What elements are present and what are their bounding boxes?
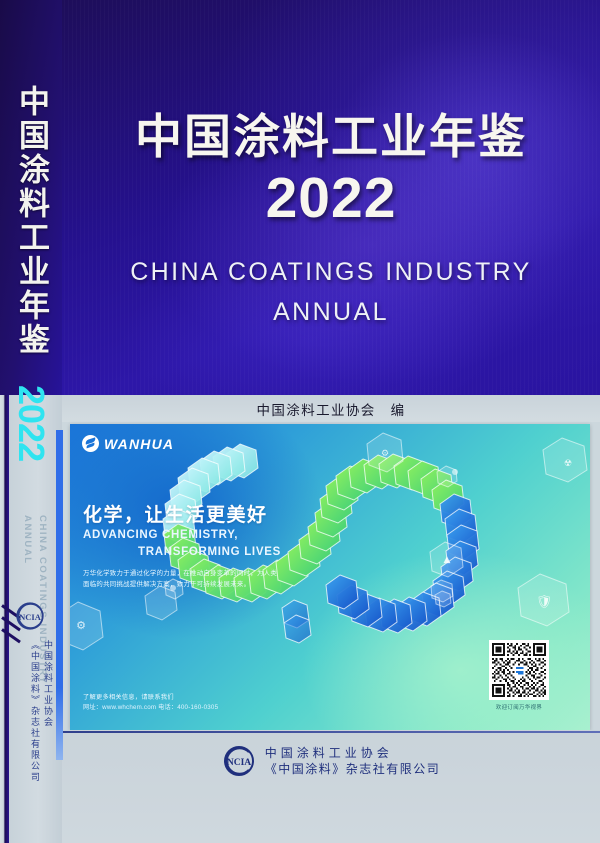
ad-headline-en-line2: TRANSFORMING LIVES <box>138 546 281 558</box>
cover-title: 中国涂料工业年鉴 <box>135 110 527 163</box>
spine-publisher-line1: 中国涂料工业协会 <box>43 640 53 728</box>
bottom-divider <box>62 731 600 733</box>
spine-publisher-block: 中国涂料工业协会 《中国涂料》杂志社有限公司 <box>8 640 54 815</box>
editor-band <box>62 395 600 422</box>
publisher-block: NCIA 中国涂料工业协会 《中国涂料》杂志社有限公司 <box>62 744 600 778</box>
ad-contact-prompt: 了解更多相关信息，请联系我们 <box>83 694 174 701</box>
book-spine: 中国涂料工业年鉴 2022 CHINA COATINGS INDUSTRY AN… <box>0 0 63 843</box>
ad-headline-en-line1: ADVANCING CHEMISTRY, <box>83 529 239 541</box>
bottom-band <box>62 730 600 843</box>
spine-subtitle-line1: CHINA COATINGS INDUSTRY <box>37 515 48 685</box>
ad-qr-block: 欢迎订阅万华视界 <box>486 640 552 711</box>
editor-credit: 中国涂料工业协会 编 <box>256 403 406 418</box>
cover-subtitle-line1: CHINA COATINGS INDUSTRY <box>130 258 532 286</box>
cover-subtitle-line2: ANNUAL <box>273 298 389 326</box>
spine-year: 2022 <box>11 385 52 462</box>
qr-code[interactable] <box>489 640 549 700</box>
svg-text:▲: ▲ <box>444 555 451 565</box>
hexagon-loop-graphic: ☢ 🛡 ⚙ ⚙ ▲ <box>70 432 588 651</box>
wanhua-wordmark: WANHUA <box>104 435 175 452</box>
spine-subtitle-line2: ANNUAL <box>22 515 33 565</box>
ncia-logo-icon: NCIA <box>223 746 254 776</box>
spine-publisher-line2: 《中国涂料》杂志社有限公司 <box>30 640 40 783</box>
cover-subtitle: CHINA COATINGS INDUSTRY ANNUAL <box>62 252 600 332</box>
wanhua-swirl-icon <box>82 435 99 452</box>
ad-contact-detail: 网址：www.whchem.com 电话：400-160-0305 <box>83 704 219 711</box>
spine-ncia-logo-text: NCIA <box>19 612 42 622</box>
publisher-line1: 中国涂料工业协会 <box>264 746 393 760</box>
qr-caption: 欢迎订阅万华视界 <box>495 705 543 711</box>
svg-text:🛡: 🛡 <box>536 594 553 610</box>
svg-text:☢: ☢ <box>564 459 572 469</box>
spine-blue-band <box>56 430 63 760</box>
cover-background <box>0 0 600 430</box>
spine-ncia-logo-icon: NCIA <box>16 602 44 630</box>
svg-text:⚙: ⚙ <box>381 449 389 459</box>
cover-year: 2022 <box>265 166 397 230</box>
spine-dark-section <box>0 0 62 395</box>
spine-title: 中国涂料工业年鉴 <box>14 85 49 357</box>
ad-contact-block: 了解更多相关信息，请联系我们 网址：www.whchem.com 电话：400-… <box>83 693 313 713</box>
ncia-logo-text: NCIA <box>227 758 251 768</box>
wanhua-advertisement: ☢ 🛡 ⚙ ⚙ ▲ WANHUA 化学，让生活更美好 ADVANCING CHE… <box>70 424 590 730</box>
publisher-line2: 《中国涂料》杂志社有限公司 <box>264 762 441 776</box>
ad-body-text: 万华化学致力于通过化学的力量，在推动自身变革的同时，为人类面临的共同挑战提供解决… <box>83 570 278 588</box>
ad-headline-cn: 化学，让生活更美好 <box>83 505 268 526</box>
spine-subtitle: CHINA COATINGS INDUSTRY ANNUAL <box>20 515 50 684</box>
wanhua-logo: WANHUA <box>82 435 174 452</box>
svg-text:⚙: ⚙ <box>76 619 86 632</box>
publisher-names: 中国涂料工业协会 《中国涂料》杂志社有限公司 <box>265 745 441 777</box>
